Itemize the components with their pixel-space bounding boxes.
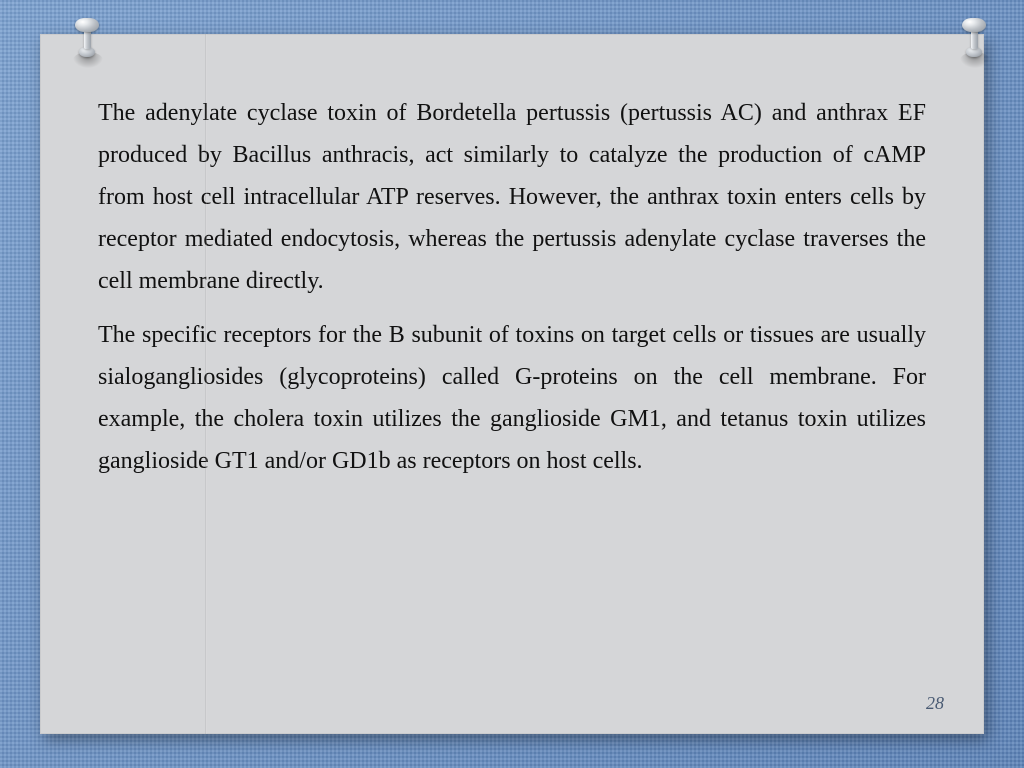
pushpin-left <box>70 18 104 70</box>
slide-card: The adenylate cyclase toxin of Bordetell… <box>40 34 984 734</box>
page-number: 28 <box>926 693 944 714</box>
body-paragraph-1: The adenylate cyclase toxin of Bordetell… <box>98 92 926 302</box>
body-paragraph-2: The specific receptors for the B subunit… <box>98 314 926 482</box>
pushpin-right <box>957 18 991 70</box>
